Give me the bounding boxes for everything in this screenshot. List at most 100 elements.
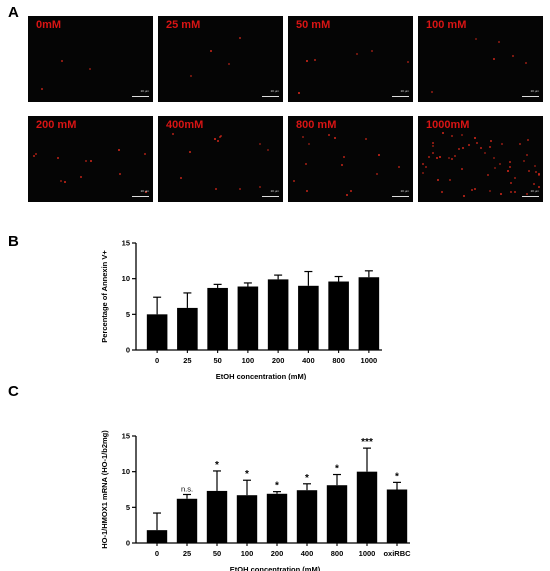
cell-dot bbox=[259, 142, 262, 145]
micrograph-tile: 800 mM 20 μm bbox=[288, 116, 413, 202]
significance-label: * bbox=[215, 460, 219, 471]
scale-bar: 20 μm bbox=[261, 89, 279, 98]
cell-dot bbox=[450, 135, 453, 138]
scale-bar-label: 20 μm bbox=[400, 89, 409, 93]
scale-bar-line bbox=[132, 196, 149, 197]
cell-dot bbox=[119, 172, 122, 175]
annexin-bar-chart: 0 5 10 15 0 25 50 100 200 400 800 1000 EtOH concentr… bbox=[100, 239, 382, 380]
micrograph-tile: 0mM 20 μm bbox=[28, 16, 153, 102]
cell-dot bbox=[343, 156, 346, 159]
y-axis-title: HO-1/HMOX1 mRNA (HO-1/b2mg) bbox=[100, 430, 109, 549]
scale-bar: 20 μm bbox=[521, 89, 539, 98]
scale-bar-label: 20 μm bbox=[530, 89, 539, 93]
bar bbox=[146, 530, 168, 543]
cell-dot bbox=[476, 142, 479, 145]
cell-dot bbox=[509, 182, 512, 185]
cell-dot bbox=[506, 169, 509, 172]
significance-label: * bbox=[305, 473, 309, 484]
cell-dot bbox=[314, 58, 317, 61]
cell-dot bbox=[34, 152, 37, 155]
scale-bar: 20 μm bbox=[131, 89, 149, 98]
x-tick-label: 400 bbox=[301, 549, 314, 558]
cell-dot bbox=[365, 137, 367, 140]
cell-dot bbox=[538, 186, 541, 189]
bar bbox=[266, 493, 288, 543]
cell-dot bbox=[479, 146, 482, 149]
cell-dot bbox=[145, 191, 148, 194]
scale-bar: 20 μm bbox=[391, 189, 409, 198]
scale-bar-line bbox=[392, 196, 409, 197]
cell-dot bbox=[514, 177, 517, 180]
cell-dot bbox=[80, 175, 83, 178]
micrograph-label: 800 mM bbox=[296, 119, 337, 131]
cell-dot bbox=[470, 189, 473, 192]
micrograph-label: 400mM bbox=[166, 119, 204, 131]
scale-bar: 20 μm bbox=[131, 189, 149, 198]
y-tick-label: 15 bbox=[122, 432, 130, 441]
cell-dot bbox=[528, 170, 531, 173]
bar bbox=[146, 314, 168, 350]
cell-dot bbox=[473, 136, 476, 139]
cell-dot bbox=[499, 163, 502, 166]
cell-dot bbox=[519, 143, 522, 146]
cell-dot bbox=[57, 157, 60, 160]
cell-dot bbox=[334, 136, 337, 139]
bar bbox=[177, 307, 198, 350]
cell-dot bbox=[188, 150, 191, 153]
cell-dot bbox=[534, 164, 537, 167]
bar bbox=[176, 498, 198, 543]
cell-dot bbox=[370, 49, 373, 52]
cell-dot bbox=[431, 91, 434, 94]
cell-dot bbox=[297, 92, 300, 95]
cell-dot bbox=[118, 149, 121, 152]
cell-dot bbox=[266, 148, 269, 151]
scale-bar-label: 20 μm bbox=[270, 189, 279, 193]
cell-dot bbox=[432, 151, 435, 154]
y-tick-label: 15 bbox=[122, 239, 130, 248]
cell-dot bbox=[327, 133, 330, 136]
micrograph-tile: 1000mM 20 μm bbox=[418, 116, 543, 202]
cell-dot bbox=[375, 172, 378, 175]
bar bbox=[328, 281, 349, 350]
scale-bar-label: 20 μm bbox=[400, 189, 409, 193]
scale-bar-line bbox=[262, 196, 279, 197]
x-tick-label: 800 bbox=[332, 356, 345, 365]
cell-dot bbox=[422, 163, 425, 166]
bar bbox=[358, 277, 380, 350]
ho1-bar-chart: 0 5 10 15 0 25 n.s. 50 * 100 * 200 * 400 * 800 * 1000 *** o… bbox=[100, 430, 411, 571]
cell-dot bbox=[527, 138, 530, 141]
cell-dot bbox=[438, 156, 441, 159]
cell-dot bbox=[454, 154, 457, 157]
cell-dot bbox=[460, 133, 463, 136]
cell-dot bbox=[488, 190, 491, 193]
cell-dot bbox=[189, 75, 192, 77]
significance-label: * bbox=[335, 464, 339, 475]
cell-dot bbox=[461, 167, 464, 170]
scale-bar-label: 20 μm bbox=[140, 89, 149, 93]
bar bbox=[207, 287, 228, 350]
significance-label: * bbox=[275, 481, 279, 492]
cell-dot bbox=[356, 53, 358, 56]
micrograph-tile: 200 mM 20 μm bbox=[28, 116, 153, 202]
y-axis-title: Percentage of Annexin V+ bbox=[100, 250, 109, 343]
cell-dot bbox=[213, 137, 216, 140]
cell-dot bbox=[307, 142, 310, 145]
cell-dot bbox=[84, 160, 87, 163]
cell-dot bbox=[407, 60, 410, 63]
cell-dot bbox=[440, 190, 443, 193]
cell-dot bbox=[493, 166, 496, 169]
x-tick-label: 400 bbox=[302, 356, 315, 365]
cell-dot bbox=[215, 187, 218, 190]
scale-bar-label: 20 μm bbox=[270, 89, 279, 93]
x-tick-label: 0 bbox=[155, 356, 159, 365]
bar bbox=[237, 286, 259, 350]
cell-dot bbox=[60, 60, 63, 63]
cell-dot bbox=[462, 194, 465, 197]
cell-dot bbox=[448, 156, 451, 159]
cell-dot bbox=[59, 179, 62, 182]
x-tick-label: 1000 bbox=[359, 549, 376, 558]
cell-dot bbox=[537, 172, 540, 175]
panel-letter-a: A bbox=[8, 4, 19, 21]
scale-bar-line bbox=[522, 96, 539, 97]
cell-dot bbox=[500, 193, 503, 196]
